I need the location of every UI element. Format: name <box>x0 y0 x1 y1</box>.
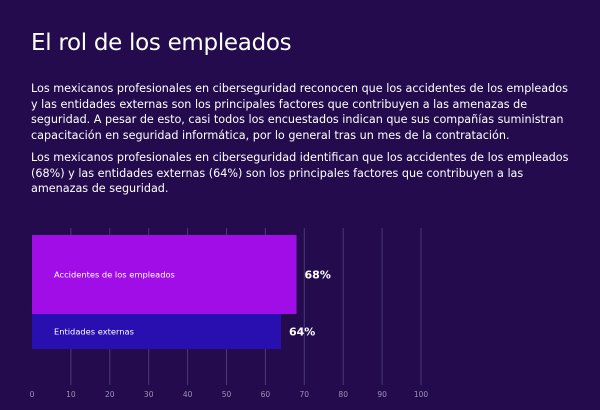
intro-paragraph: Los mexicanos profesionales en cibersegu… <box>31 82 568 142</box>
x-tick-label: 10 <box>66 390 76 399</box>
bar-category-label: Accidentes de los empleados <box>54 270 175 280</box>
x-tick-label: 80 <box>338 390 348 399</box>
x-tick-label: 70 <box>300 390 310 399</box>
x-tick-label: 100 <box>414 390 429 399</box>
summary-paragraph: Los mexicanos profesionales en cibersegu… <box>31 151 569 195</box>
x-tick-label: 30 <box>144 390 154 399</box>
x-tick-label: 40 <box>183 390 193 399</box>
x-tick-label: 20 <box>105 390 115 399</box>
bar-value-label: 64% <box>289 326 315 339</box>
x-tick-label: 50 <box>222 390 232 399</box>
bar <box>32 314 281 349</box>
x-tick-label: 90 <box>377 390 387 399</box>
bar-category-label: Entidades externas <box>54 327 134 337</box>
x-tick-label: 0 <box>30 390 35 399</box>
page-title: El rol de los empleados <box>31 30 292 56</box>
bar <box>32 235 297 314</box>
x-tick-label: 60 <box>261 390 271 399</box>
bar-value-label: 68% <box>305 269 331 282</box>
